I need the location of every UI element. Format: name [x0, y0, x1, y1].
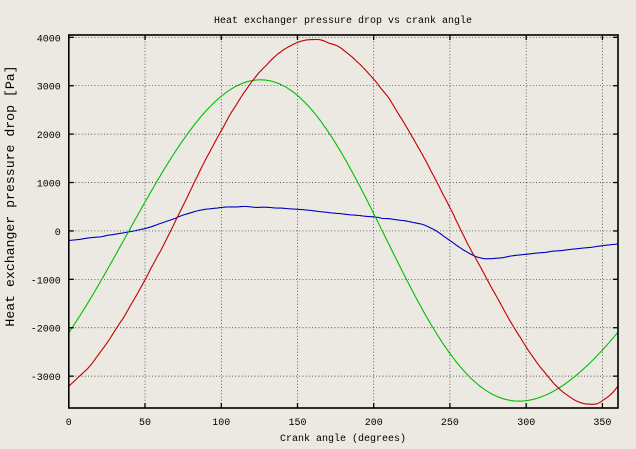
svg-text:3000: 3000	[37, 83, 61, 94]
svg-text:Crank angle (degrees): Crank angle (degrees)	[280, 433, 406, 445]
svg-text:50: 50	[139, 418, 151, 429]
svg-text:350: 350	[593, 418, 611, 429]
svg-text:0: 0	[66, 418, 72, 429]
svg-text:1000: 1000	[37, 180, 61, 191]
svg-text:2000: 2000	[37, 131, 61, 142]
svg-text:100: 100	[212, 418, 230, 429]
svg-text:Heat exchanger pressure drop v: Heat exchanger pressure drop vs crank an…	[214, 15, 472, 27]
svg-text:300: 300	[517, 418, 535, 429]
svg-text:-2000: -2000	[31, 325, 61, 336]
svg-text:-1000: -1000	[31, 276, 61, 287]
svg-text:4000: 4000	[37, 34, 61, 45]
svg-text:150: 150	[288, 418, 306, 429]
svg-text:Heat exchanger pressure drop [: Heat exchanger pressure drop [Pa]	[3, 65, 18, 326]
svg-text:0: 0	[55, 228, 61, 239]
svg-text:200: 200	[365, 418, 383, 429]
svg-text:250: 250	[441, 418, 459, 429]
svg-text:-3000: -3000	[31, 373, 61, 384]
